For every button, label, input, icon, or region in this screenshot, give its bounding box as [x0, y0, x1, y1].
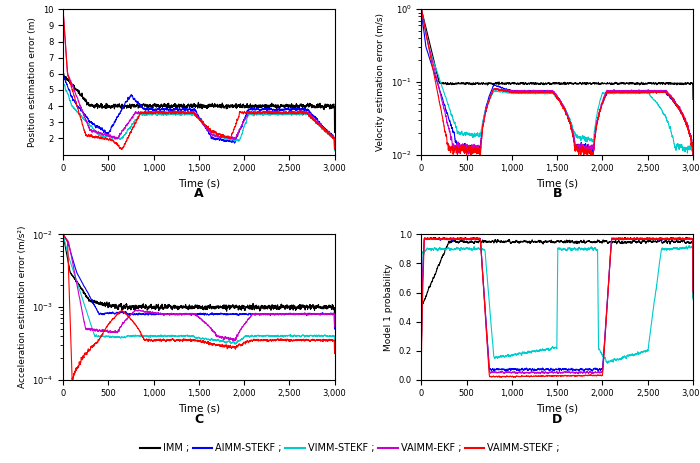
Text: C: C	[194, 413, 203, 425]
Y-axis label: Acceleration estimation error (m/s²): Acceleration estimation error (m/s²)	[18, 226, 27, 388]
X-axis label: Time (s): Time (s)	[536, 179, 578, 189]
Y-axis label: Velocity estimation error (m/s): Velocity estimation error (m/s)	[377, 13, 386, 151]
X-axis label: Time (s): Time (s)	[178, 404, 220, 414]
Text: D: D	[552, 413, 562, 425]
Legend: IMM ;, AIMM-STEKF ;, VIMM-STEKF ;, VAIMM-EKF ;, VAIMM-STEKF ;: IMM ;, AIMM-STEKF ;, VIMM-STEKF ;, VAIMM…	[136, 439, 564, 457]
Text: A: A	[194, 188, 204, 200]
Y-axis label: Position estimation error (m): Position estimation error (m)	[28, 17, 37, 147]
Y-axis label: Model 1 probability: Model 1 probability	[384, 263, 393, 350]
X-axis label: Time (s): Time (s)	[178, 179, 220, 189]
X-axis label: Time (s): Time (s)	[536, 404, 578, 414]
Text: B: B	[552, 188, 562, 200]
